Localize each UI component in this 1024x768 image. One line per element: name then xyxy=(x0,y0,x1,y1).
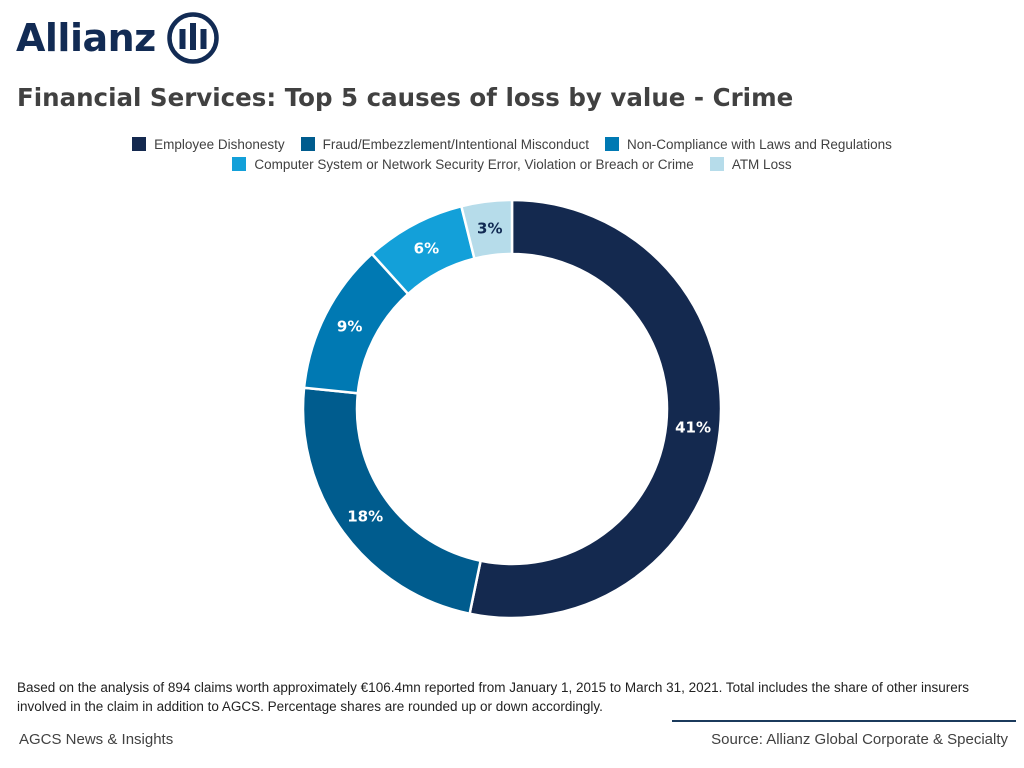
legend-label: Non-Compliance with Laws and Regulations xyxy=(627,136,892,152)
legend-row-1: Employee Dishonesty Fraud/Embezzlement/I… xyxy=(0,134,1024,154)
footnote: Based on the analysis of 894 claims wort… xyxy=(17,680,970,714)
legend-swatch xyxy=(605,137,620,151)
chart-title: Financial Services: Top 5 causes of loss… xyxy=(17,83,794,112)
allianz-logo: Allianz xyxy=(16,10,220,66)
legend-item-computer-security: Computer System or Network Security Erro… xyxy=(232,156,694,172)
legend-label: Computer System or Network Security Erro… xyxy=(254,156,694,172)
legend-item-fraud: Fraud/Embezzlement/Intentional Misconduc… xyxy=(300,136,590,152)
slice-data-label: 41% xyxy=(675,419,711,437)
legend-swatch xyxy=(300,137,315,151)
legend-swatch xyxy=(709,157,724,171)
slice-data-label: 6% xyxy=(414,239,439,257)
legend-label: ATM Loss xyxy=(731,156,792,172)
chart-legend: Employee Dishonesty Fraud/Embezzlement/I… xyxy=(0,134,1024,174)
footer-divider xyxy=(672,720,1016,722)
legend-swatch xyxy=(132,137,147,151)
slice-fraud xyxy=(301,386,483,616)
logo-wordmark: Allianz xyxy=(16,16,156,60)
legend-swatch xyxy=(232,157,247,171)
slice-data-label: 18% xyxy=(347,508,383,526)
legend-label: Employee Dishonesty xyxy=(154,136,285,152)
legend-item-non-compliance: Non-Compliance with Laws and Regulations xyxy=(605,137,892,152)
legend-item-atm-loss: ATM Loss xyxy=(709,156,792,172)
legend-item-employee-dishonesty: Employee Dishonesty xyxy=(132,137,285,152)
slice-atm-loss xyxy=(459,198,514,261)
allianz-eagle-emblem-icon xyxy=(167,12,219,64)
legend-row-2: Computer System or Network Security Erro… xyxy=(0,154,1024,174)
slice-data-label: 3% xyxy=(477,219,502,237)
slice-data-label: 9% xyxy=(337,318,362,336)
footer-left-text: AGCS News & Insights xyxy=(19,731,174,748)
donut-chart: 41% 18% 9% 6% 3% xyxy=(301,198,723,620)
source-text: Source: Allianz Global Corporate & Speci… xyxy=(711,731,1008,748)
slice-employee-dishonesty xyxy=(468,198,723,620)
legend-label: Fraud/Embezzlement/Intentional Misconduc… xyxy=(322,136,590,152)
